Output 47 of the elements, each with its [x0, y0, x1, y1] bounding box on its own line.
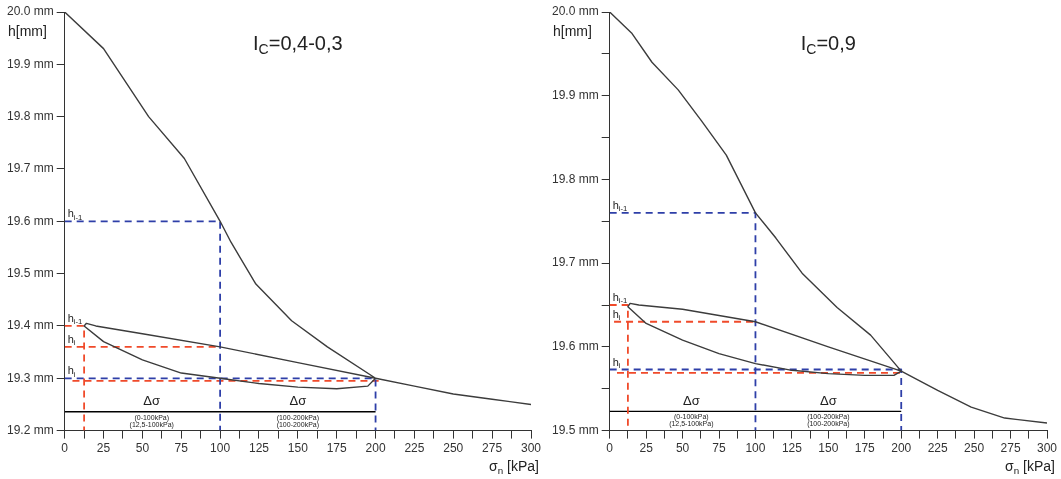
x-tick-label: 150 — [818, 441, 839, 456]
y-tick-label: 19.7 mm — [6, 161, 54, 176]
y-tick-label: 20.0 mm — [6, 4, 54, 19]
y-tick-label: 19.9 mm — [551, 88, 599, 103]
x-tick-label: 100 — [745, 441, 766, 456]
y-tick-label: 19.5 mm — [6, 265, 54, 280]
y-tick-label: 19.5 mm — [551, 422, 599, 437]
y-tick-label: 19.3 mm — [6, 370, 54, 385]
x-tick-label: 175 — [854, 441, 876, 456]
y-tick-label: 19.8 mm — [551, 171, 599, 186]
x-tick-label: 50 — [135, 441, 150, 456]
x-tick-label: 250 — [964, 441, 985, 456]
x-tick-label: 275 — [482, 441, 503, 456]
x-tick-label: 300 — [520, 441, 542, 456]
x-tick-label: 250 — [443, 441, 464, 456]
x-tick-label: 125 — [781, 441, 803, 456]
x-tick-label: 75 — [174, 441, 189, 456]
x-tick-label: 300 — [1036, 441, 1058, 456]
y-axis-title: h[mm] — [553, 22, 592, 39]
x-tick-label: 100 — [210, 441, 231, 456]
y-tick-label: 19.2 mm — [6, 422, 54, 437]
x-tick-label: 200 — [365, 441, 386, 456]
y-tick-label: 19.6 mm — [551, 339, 599, 354]
x-tick-label: 175 — [326, 441, 348, 456]
x-tick-label: 75 — [712, 441, 727, 456]
annotation: Δσ — [289, 393, 307, 409]
y-tick-label: 19.8 mm — [6, 108, 54, 123]
x-tick-label: 200 — [891, 441, 912, 456]
x-tick-label: 275 — [1000, 441, 1021, 456]
x-tick-label: 0 — [61, 441, 69, 456]
y-tick-label: 20.0 mm — [551, 4, 599, 19]
y-tick-label: 19.7 mm — [551, 255, 599, 270]
x-tick-label: 150 — [287, 441, 309, 456]
x-tick-label: 125 — [248, 441, 270, 456]
x-tick-label: 225 — [404, 441, 425, 456]
y-tick-label: 19.6 mm — [6, 213, 54, 228]
y-tick-label: 19.9 mm — [6, 56, 54, 71]
x-tick-label: 25 — [96, 441, 111, 456]
y-axis-title: h[mm] — [8, 22, 47, 39]
annotation: Δσ — [143, 393, 161, 409]
x-tick-label: 25 — [639, 441, 654, 456]
annotation: Δσ — [682, 392, 700, 408]
y-tick-label: 19.4 mm — [6, 318, 54, 333]
annotation: Δσ — [819, 392, 837, 408]
x-tick-label: 50 — [675, 441, 690, 456]
x-tick-label: 225 — [927, 441, 948, 456]
x-tick-label: 0 — [606, 441, 614, 456]
